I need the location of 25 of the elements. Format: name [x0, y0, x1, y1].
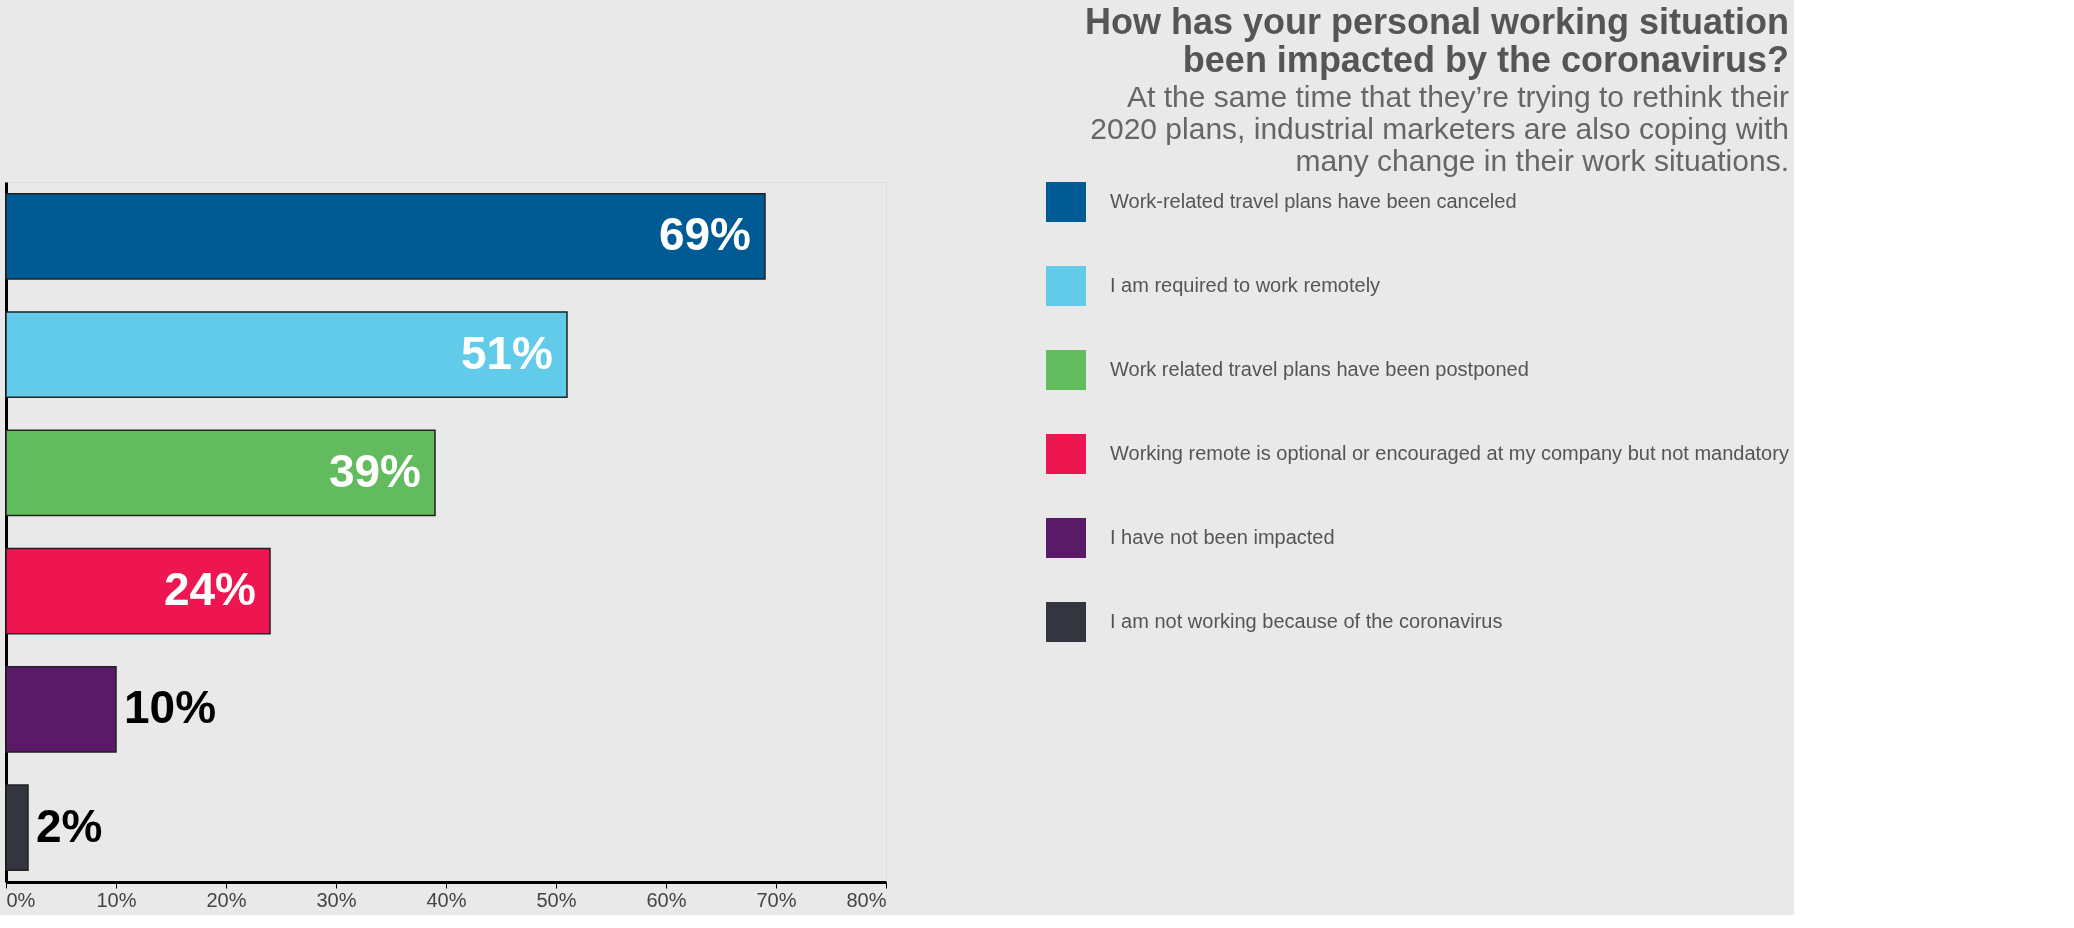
x-tick-label: 0%	[6, 888, 36, 911]
legend-label: Work related travel plans have been postponed	[1110, 358, 1529, 380]
data-label: 51%	[460, 326, 553, 379]
legend-label: Working remote is optional or encouraged at my company but not mandatory	[1110, 442, 1789, 464]
x-tick-label: 80%	[846, 888, 887, 911]
legend-label: I am required to work remotely	[1110, 274, 1381, 296]
text: many change in their work situations.	[1295, 144, 1789, 177]
text: 2020 plans, industrial marketers are also coping with	[1090, 112, 1789, 145]
x-tick-label: 70%	[756, 888, 797, 911]
data-label: 39%	[328, 444, 421, 497]
legend-label: Work-related travel plans have been canceled	[1110, 190, 1517, 212]
legend-label: I have not been impacted	[1110, 526, 1335, 548]
legend-label: I am not working because of the coronavirus	[1110, 610, 1503, 632]
x-tick-label: 10%	[96, 888, 137, 911]
x-tick-label: 30%	[316, 888, 357, 911]
x-tick-label: 40%	[426, 888, 467, 911]
x-tick-label: 50%	[536, 888, 577, 911]
x-tick-label: 60%	[646, 888, 687, 911]
x-tick-label: 20%	[206, 888, 247, 911]
data-label: 24%	[163, 563, 256, 616]
data-label: 69%	[658, 208, 751, 261]
text: How has your personal working situation	[1084, 1, 1789, 42]
data-label: 10%	[124, 681, 217, 734]
data-label: 2%	[36, 799, 103, 852]
text: At the same time that they’re trying to rethink their	[1127, 80, 1789, 113]
